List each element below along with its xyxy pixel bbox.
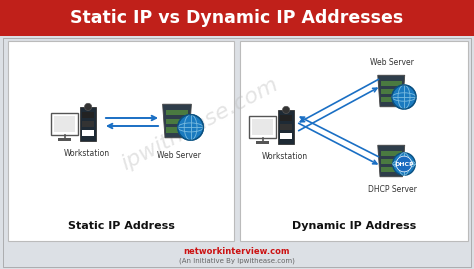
Circle shape <box>283 106 290 114</box>
Text: Static IP vs Dynamic IP Addresses: Static IP vs Dynamic IP Addresses <box>70 9 404 27</box>
FancyBboxPatch shape <box>54 116 75 132</box>
Circle shape <box>392 85 416 109</box>
Text: DHCP: DHCP <box>394 161 414 167</box>
FancyBboxPatch shape <box>82 121 94 127</box>
Text: (An Initiative By ipwithease.com): (An Initiative By ipwithease.com) <box>179 258 295 264</box>
Circle shape <box>396 156 412 172</box>
FancyBboxPatch shape <box>381 97 402 102</box>
FancyBboxPatch shape <box>249 116 276 138</box>
Circle shape <box>84 103 91 111</box>
Polygon shape <box>163 104 191 138</box>
Text: Web Server: Web Server <box>157 151 201 160</box>
Text: ipwithease.com: ipwithease.com <box>118 74 282 174</box>
Polygon shape <box>378 75 405 107</box>
FancyBboxPatch shape <box>51 113 78 135</box>
FancyBboxPatch shape <box>58 138 71 141</box>
Text: Workstation: Workstation <box>64 149 110 158</box>
Text: DHCP Server: DHCP Server <box>367 185 417 194</box>
FancyBboxPatch shape <box>381 159 402 164</box>
Circle shape <box>393 153 415 175</box>
FancyBboxPatch shape <box>252 119 273 135</box>
FancyBboxPatch shape <box>381 150 402 156</box>
FancyBboxPatch shape <box>381 167 402 172</box>
FancyBboxPatch shape <box>381 89 402 94</box>
FancyBboxPatch shape <box>8 41 234 241</box>
FancyBboxPatch shape <box>256 141 269 144</box>
FancyBboxPatch shape <box>280 115 292 121</box>
FancyBboxPatch shape <box>240 41 468 241</box>
FancyBboxPatch shape <box>0 0 474 36</box>
FancyBboxPatch shape <box>166 119 188 124</box>
FancyBboxPatch shape <box>280 124 292 130</box>
FancyBboxPatch shape <box>3 38 471 267</box>
FancyBboxPatch shape <box>80 107 96 141</box>
FancyBboxPatch shape <box>82 112 94 118</box>
Text: networkinterview.com: networkinterview.com <box>184 246 290 256</box>
FancyBboxPatch shape <box>278 110 294 144</box>
Text: Workstation: Workstation <box>262 152 308 161</box>
FancyBboxPatch shape <box>280 133 292 139</box>
Text: Static IP Address: Static IP Address <box>68 221 174 231</box>
FancyBboxPatch shape <box>381 80 402 86</box>
Text: Dynamic IP Address: Dynamic IP Address <box>292 221 416 231</box>
Text: Web Server: Web Server <box>370 58 414 67</box>
FancyBboxPatch shape <box>166 110 188 115</box>
FancyBboxPatch shape <box>82 130 94 136</box>
Circle shape <box>178 115 203 140</box>
Polygon shape <box>378 145 405 177</box>
FancyBboxPatch shape <box>166 128 188 133</box>
